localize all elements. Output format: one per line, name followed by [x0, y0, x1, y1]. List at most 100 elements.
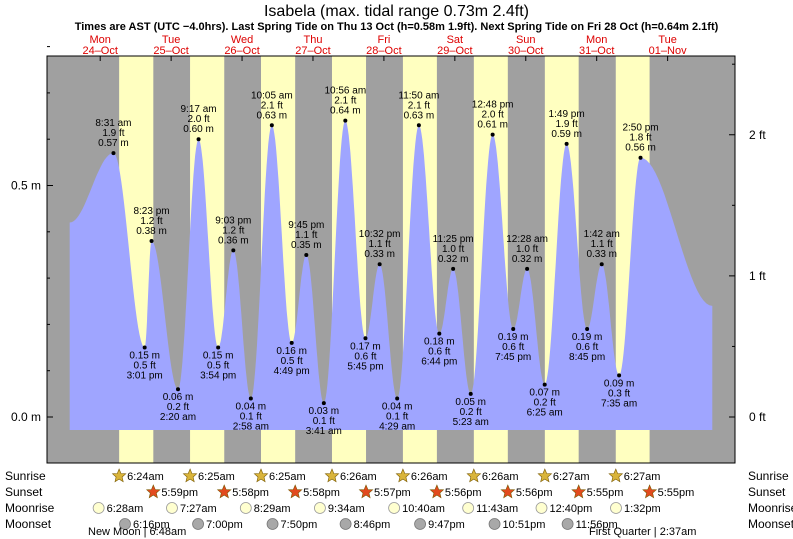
low-tide-label: 8:45 pm	[569, 352, 605, 363]
day-date-label: 24–Oct	[82, 45, 117, 57]
y-right-tick-label: 2 ft	[749, 128, 766, 142]
low-tide-label: 0.1 ft	[386, 411, 408, 422]
high-tide-point	[269, 123, 274, 128]
high-tide-label: 1.8 ft	[629, 133, 651, 144]
high-tide-label: 0.64 m	[330, 106, 361, 117]
moonrise-time: 9:34am	[328, 503, 365, 515]
low-tide-label: 6:25 am	[527, 408, 563, 419]
low-tide-label: 0.6 ft	[354, 351, 376, 362]
low-tide-label: 0.04 m	[382, 401, 413, 412]
low-tide-point	[321, 401, 326, 406]
day-name-label: Mon	[89, 34, 110, 46]
day-name-label: Thu	[303, 34, 322, 46]
high-tide-label: 11:25 pm	[433, 234, 474, 245]
high-tide-label: 10:56 am	[324, 86, 366, 97]
low-tide-label: 0.3 ft	[608, 388, 630, 399]
sunset-icon	[500, 484, 516, 499]
low-tide-label: 0.1 ft	[313, 416, 335, 427]
low-tide-label: 0.2 ft	[460, 407, 482, 418]
day-date-label: 25–Oct	[153, 45, 188, 57]
moonset-icon	[414, 518, 426, 530]
high-tide-label: 9:03 pm	[215, 215, 251, 226]
tide-area	[69, 120, 713, 430]
low-tide-point	[363, 336, 368, 341]
sunrise-icon	[111, 468, 127, 483]
high-tide-label: 2:50 pm	[622, 123, 658, 134]
low-tide-label: 6:44 pm	[421, 357, 457, 368]
sunset-time: 5:55pm	[587, 487, 624, 499]
moonrise-icon	[388, 502, 401, 514]
astro-row-label-right: Moonset	[748, 517, 793, 531]
low-tide-label: 2:20 am	[160, 412, 196, 423]
chart-subtitle: Times are AST (UTC −4.0hrs). Last Spring…	[75, 21, 719, 33]
high-tide-label: 0.32 m	[512, 254, 543, 265]
high-tide-label: 12:28 am	[506, 234, 548, 245]
astro-row-label-left: Moonrise	[5, 501, 55, 515]
day-date-label: 30–Oct	[508, 45, 543, 57]
high-tide-label: 2.1 ft	[334, 96, 356, 107]
sunrise-time: 6:26am	[340, 471, 377, 483]
high-tide-label: 0.63 m	[257, 110, 288, 121]
low-tide-label: 5:45 pm	[347, 361, 383, 372]
moonset-time: 7:00pm	[206, 519, 243, 531]
sunset-icon	[358, 484, 374, 499]
high-tide-label: 1.9 ft	[102, 128, 124, 139]
high-tide-label: 10:05 am	[251, 90, 293, 101]
high-tide-label: 9:45 pm	[288, 220, 324, 231]
astro-row-label-right: Sunset	[748, 485, 786, 499]
high-tide-label: 8:23 pm	[133, 206, 169, 217]
high-tide-label: 0.36 m	[218, 235, 249, 246]
y-right-tick-label: 0 ft	[749, 410, 766, 424]
high-tide-label: 0.32 m	[438, 254, 469, 265]
high-tide-label: 12:48 pm	[472, 100, 514, 111]
astro-row-label-right: Sunrise	[748, 469, 789, 483]
moonset-time: 7:50pm	[281, 519, 318, 531]
high-tide-label: 11:50 am	[398, 90, 439, 101]
low-tide-point	[248, 396, 253, 401]
low-tide-label: 0.15 m	[129, 351, 160, 362]
high-tide-label: 1.2 ft	[222, 225, 244, 236]
high-tide-point	[149, 239, 154, 244]
high-tide-label: 2.1 ft	[408, 100, 430, 111]
low-tide-point	[176, 387, 181, 392]
y-left-tick-label: 0.5 m	[11, 179, 41, 193]
low-tide-label: 0.1 ft	[240, 411, 262, 422]
low-tide-label: 0.09 m	[604, 378, 635, 389]
low-tide-label: 0.6 ft	[502, 342, 524, 353]
high-tide-point	[525, 266, 530, 271]
day-date-label: 01–Nov	[649, 45, 687, 57]
sunrise-time: 6:25am	[269, 471, 306, 483]
high-tide-label: 1.2 ft	[140, 216, 162, 227]
moonrise-icon	[462, 502, 475, 514]
low-tide-point	[468, 391, 473, 396]
sunset-time: 5:59pm	[161, 487, 198, 499]
high-tide-label: 0.61 m	[477, 120, 508, 131]
low-tide-label: 0.17 m	[350, 341, 381, 352]
high-tide-label: 10:32 pm	[359, 229, 401, 240]
low-tide-point	[511, 327, 516, 332]
day-name-label: Sun	[516, 34, 536, 46]
moonrise-time: 12:40pm	[550, 503, 593, 515]
high-tide-point	[111, 151, 116, 156]
low-tide-label: 0.04 m	[236, 401, 267, 412]
moonrise-icon	[92, 502, 105, 514]
y-left-tick-label: 0.0 m	[11, 410, 41, 424]
low-tide-point	[289, 340, 294, 345]
sunset-icon	[429, 484, 445, 499]
astro-row-label-left: Sunset	[5, 485, 43, 499]
day-date-label: 29–Oct	[437, 45, 472, 57]
low-tide-label: 4:49 pm	[274, 366, 310, 377]
low-tide-label: 0.19 m	[572, 332, 603, 343]
moonset-time: 6:16pm	[133, 519, 170, 531]
high-tide-label: 0.59 m	[551, 129, 582, 140]
high-tide-label: 8:31 am	[95, 118, 131, 129]
moonrise-icon	[610, 502, 622, 514]
sunset-time: 5:57pm	[374, 487, 411, 499]
sunrise-icon	[324, 468, 340, 483]
high-tide-point	[196, 137, 201, 142]
high-tide-label: 1:49 pm	[549, 109, 585, 120]
sunrise-icon	[253, 468, 269, 483]
sunrise-time: 6:27am	[553, 471, 590, 483]
sunset-icon	[287, 484, 303, 499]
